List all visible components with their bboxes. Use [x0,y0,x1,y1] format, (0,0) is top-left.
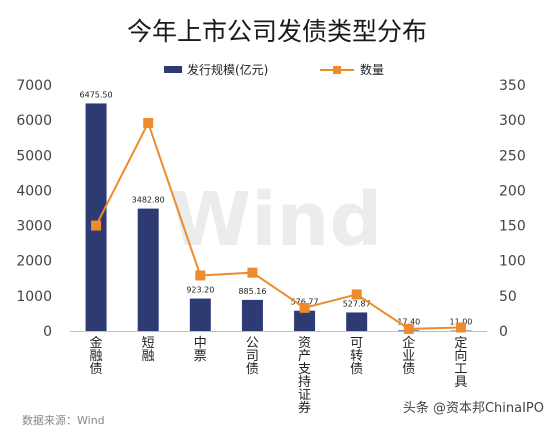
bar [242,300,263,331]
line-point [247,268,257,278]
chart-title: 今年上市公司发债类型分布 [127,17,427,46]
line-point [195,270,205,280]
line-point [143,118,153,128]
watermark: Wind [170,177,383,263]
line-point [91,221,101,231]
y-right-tick-label: 350 [499,78,526,94]
bar-data-label: 923.20 [186,286,214,295]
line-point [456,322,466,332]
bar [346,312,367,331]
y-left-tick-label: 3000 [16,219,52,235]
x-tick-label: 资产支持证券 [298,336,311,416]
legend-bar-swatch [164,66,182,73]
y-left-tick-label: 6000 [16,113,52,129]
y-left-tick-label: 5000 [16,148,52,164]
y-left-tick-label: 7000 [16,78,52,94]
x-tick-label: 可转债 [350,336,363,377]
y-left-tick-label: 2000 [16,254,52,270]
line-point [404,324,414,334]
line-point [352,289,362,299]
y-right-tick-label: 150 [499,219,526,235]
x-tick-label: 企业债 [402,335,415,377]
y-right-tick-label: 100 [499,254,526,270]
legend: 发行规模(亿元) 数量 [164,62,384,77]
legend-line-marker [333,66,341,74]
y-left-tick-label: 4000 [16,183,52,199]
x-tick-label: 公司债 [246,336,259,377]
bar-data-label: 6475.50 [80,90,113,99]
bar [138,209,159,331]
legend-line-label: 数量 [360,62,384,77]
bar [190,299,211,331]
bar [294,311,315,331]
y-right-tick-label: 0 [499,324,508,340]
y-right-tick-label: 300 [499,113,526,129]
bar-data-label: 885.16 [238,287,266,296]
x-tick-label: 定向工具 [454,336,467,390]
bar [86,103,107,331]
y-left-tick-label: 0 [43,324,52,340]
credit-text: 头条 @资本邦ChinaIPO [403,400,544,416]
bar-data-label: 3482.80 [132,196,165,205]
y-right-tick-label: 200 [499,183,526,199]
source-note: 数据来源：Wind [22,413,105,427]
x-tick-label: 金融债 [90,335,103,377]
line-point [300,303,310,313]
y-right-tick-label: 250 [499,148,526,164]
y-left-tick-label: 1000 [16,289,52,305]
x-tick-label: 短融 [142,336,155,364]
x-tick-label: 中票 [194,336,207,364]
y-right-tick-label: 50 [499,289,517,305]
legend-bar-label: 发行规模(亿元) [187,62,268,77]
